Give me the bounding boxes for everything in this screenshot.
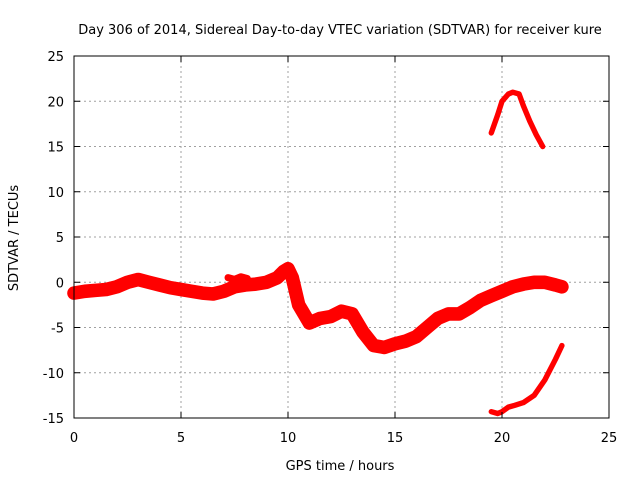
series-stray-segment [224,273,251,284]
x-tick-label: 5 [177,431,185,446]
x-tick-label: 15 [387,431,404,446]
ticks: 0 5 10 15 20 25 -15 -10 -5 0 5 10 15 20 25 [43,50,618,446]
x-axis-title: GPS time / hours [286,459,395,474]
y-tick-label: 10 [47,186,64,201]
y-axis-title: SDTVAR / TECUs [7,185,22,292]
series-lower-branch [488,342,565,417]
x-tick-label: 10 [280,431,297,446]
y-tick-label: 15 [47,141,64,156]
y-tick-label: 25 [47,50,64,65]
series-main-band [67,261,569,355]
y-tick-label: 0 [56,276,64,291]
series-upper-arc [488,89,546,150]
series-layer [67,89,569,417]
y-tick-label: 5 [56,231,64,246]
x-tick-label: 0 [70,431,78,446]
y-tick-label: -10 [43,367,64,382]
x-tick-label: 20 [494,431,511,446]
grid [74,56,609,418]
y-tick-label: -5 [51,322,64,337]
y-tick-label: 20 [47,95,64,110]
x-tick-label: 25 [601,431,618,446]
chart-title: Day 306 of 2014, Sidereal Day-to-day VTE… [78,23,602,38]
y-tick-label: -15 [43,412,64,427]
